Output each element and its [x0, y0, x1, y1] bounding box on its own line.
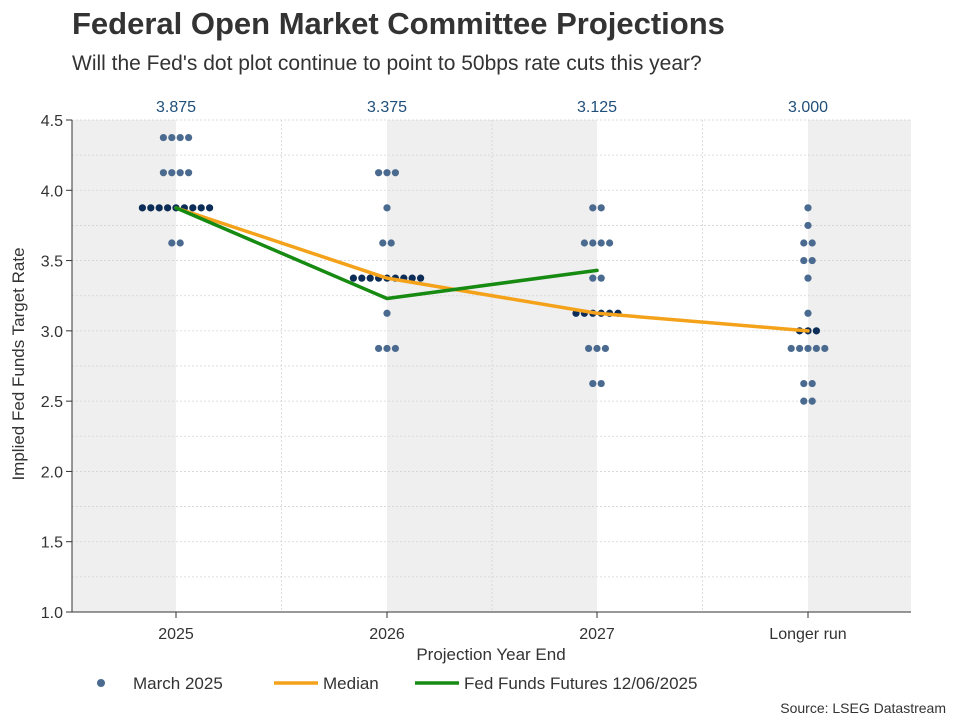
projection-dot [812, 344, 821, 353]
projection-dot [383, 344, 391, 353]
source-note: Source: LSEG Datastream [780, 700, 946, 716]
median-value-label: 3.000 [788, 99, 828, 116]
median-value-label: 3.125 [577, 99, 617, 116]
projection-dot [597, 274, 605, 282]
projection-dot [164, 204, 172, 212]
projection-dot [800, 239, 808, 247]
projection-dot [408, 274, 416, 282]
legend-label-median: Median [323, 674, 379, 693]
projection-dot [147, 204, 155, 212]
projection-dot [349, 274, 357, 282]
y-tick-label: 4.0 [41, 183, 63, 200]
projection-dot [155, 204, 163, 212]
projection-dot [185, 133, 193, 142]
y-tick-label: 1.0 [41, 605, 63, 622]
projection-dot [800, 256, 808, 265]
chart-subtitle: Will the Fed's dot plot continue to poin… [72, 52, 702, 75]
projection-dot [808, 379, 816, 388]
median-line [174, 206, 810, 333]
projection-dot [589, 379, 597, 388]
projection-dot [168, 133, 176, 142]
projection-dot [358, 274, 366, 282]
projection-dot [821, 344, 829, 353]
legend-dot-marker [97, 679, 105, 687]
y-tick-label: 1.5 [41, 535, 63, 552]
projection-dot [585, 344, 593, 353]
projection-dot [804, 309, 812, 317]
projection-dot [159, 169, 167, 177]
chart-title: Federal Open Market Committee Projection… [72, 6, 725, 41]
y-tick-label: 2.0 [41, 464, 63, 481]
projection-dot [176, 133, 184, 142]
y-axis-title: Implied Fed Funds Target Rate [9, 247, 28, 480]
projection-dot [383, 204, 391, 212]
projection-dot [800, 397, 808, 405]
projection-dot [580, 239, 589, 247]
projection-dot [391, 169, 399, 177]
projection-dot [168, 239, 176, 247]
projection-dot [138, 204, 146, 212]
projection-dot [176, 169, 184, 177]
projection-dot [597, 379, 605, 388]
legend-label-futures: Fed Funds Futures 12/06/2025 [464, 674, 697, 693]
futures-line [174, 206, 599, 301]
x-tick-label: Longer run [769, 626, 846, 643]
projection-dot [597, 239, 605, 247]
projection-dot [597, 204, 605, 212]
projection-dot [387, 239, 395, 247]
background-band-2 [808, 120, 911, 612]
projection-dot [176, 239, 184, 247]
projection-dot [189, 204, 197, 212]
projection-dot [606, 239, 614, 247]
x-tick-label: 2026 [369, 626, 405, 643]
projection-dot [159, 133, 167, 142]
projection-dot [593, 344, 601, 353]
projection-dot [391, 344, 399, 353]
y-tick-label: 3.0 [41, 324, 63, 341]
projection-dot [804, 204, 812, 212]
projection-dot [804, 344, 812, 353]
projection-dot [375, 169, 383, 177]
projection-dot [808, 239, 816, 247]
projection-dot [589, 239, 597, 247]
x-axis-title: Projection Year End [416, 645, 565, 664]
y-tick-label: 3.5 [41, 254, 63, 271]
projection-dot [796, 344, 804, 353]
projection-dot [800, 379, 808, 388]
projection-dot [168, 169, 176, 177]
projection-dot [185, 169, 193, 177]
projection-dot [808, 397, 816, 405]
projection-dot [589, 274, 597, 282]
projection-dot [417, 274, 425, 282]
projection-dot [589, 204, 597, 212]
projection-dot [197, 204, 205, 212]
legend-label-dots: March 2025 [133, 674, 223, 693]
projection-dot [379, 239, 387, 247]
x-tick-label: 2027 [579, 626, 615, 643]
y-tick-label: 4.5 [41, 113, 63, 130]
projection-dot [804, 274, 812, 282]
projection-dot [383, 309, 391, 317]
projection-dot [375, 344, 383, 353]
projection-dot [812, 327, 821, 335]
median-value-label: 3.375 [367, 99, 407, 116]
projection-dot [601, 344, 610, 353]
projection-dot [787, 344, 795, 353]
projection-dot [804, 221, 812, 230]
y-tick-label: 2.5 [41, 394, 63, 411]
projection-dot [808, 256, 816, 265]
projection-dot [383, 169, 391, 177]
x-tick-label: 2025 [158, 626, 194, 643]
median-value-label: 3.875 [156, 99, 196, 116]
projection-dot [206, 204, 214, 212]
projection-dot [366, 274, 374, 282]
